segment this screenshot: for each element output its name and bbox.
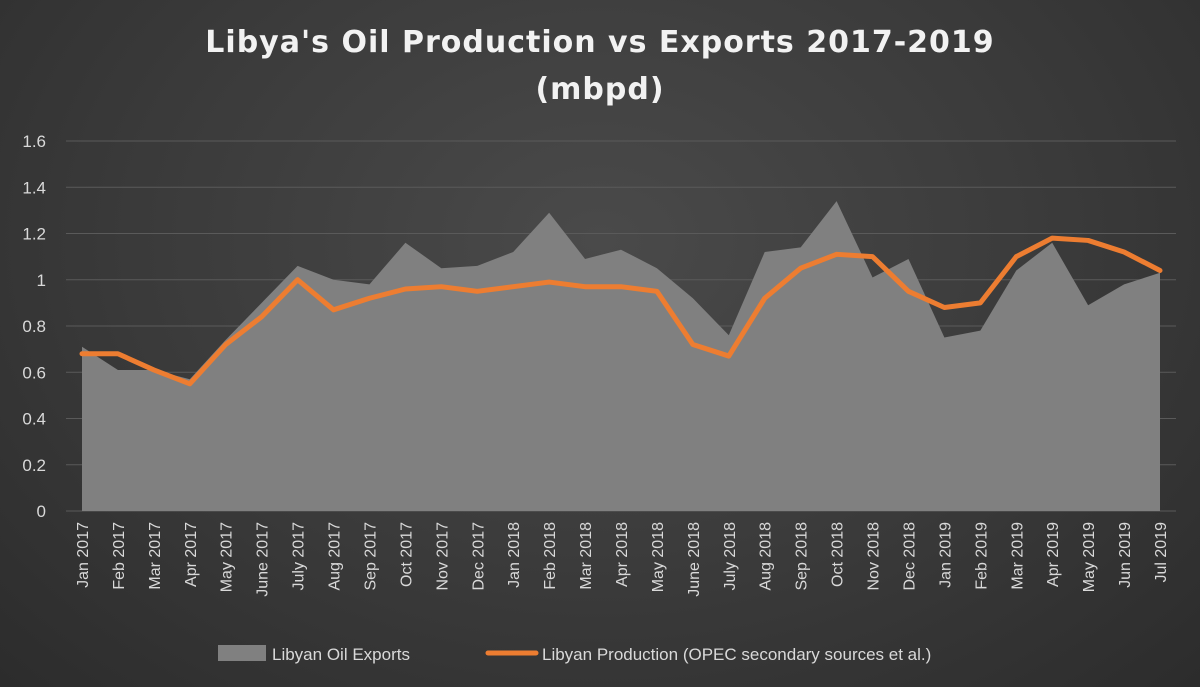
exports-area xyxy=(82,201,1160,511)
x-tick-label: Nov 2018 xyxy=(866,522,883,591)
legend-label-production: Libyan Production (OPEC secondary source… xyxy=(542,645,931,664)
legend: Libyan Oil Exports Libyan Production (OP… xyxy=(218,645,931,664)
chart-title: Libya's Oil Production vs Exports 2017-2… xyxy=(205,25,994,60)
x-tick-label: Feb 2018 xyxy=(542,522,559,590)
x-tick-label: Nov 2017 xyxy=(434,522,451,591)
x-tick-label: Dec 2017 xyxy=(470,522,487,591)
y-tick-label: 0 xyxy=(37,502,46,521)
exports-area-series xyxy=(82,201,1160,511)
y-tick-label: 0.4 xyxy=(22,410,46,429)
x-tick-label: May 2018 xyxy=(650,522,667,592)
x-tick-label: Oct 2017 xyxy=(398,522,415,587)
x-tick-label: July 2017 xyxy=(291,522,308,591)
x-tick-label: Apr 2019 xyxy=(1045,522,1062,587)
x-tick-label: Jun 2019 xyxy=(1117,522,1134,588)
x-tick-label: Apr 2017 xyxy=(183,522,200,587)
x-tick-label: Mar 2017 xyxy=(147,522,164,590)
x-tick-label: Jan 2017 xyxy=(75,522,92,588)
x-tick-label: Apr 2018 xyxy=(614,522,631,587)
y-tick-label: 1.4 xyxy=(22,178,46,197)
y-tick-label: 1.6 xyxy=(22,132,46,151)
chart-subtitle: (mbpd) xyxy=(535,72,664,107)
y-tick-label: 1 xyxy=(37,271,46,290)
y-tick-label: 0.6 xyxy=(22,363,46,382)
legend-swatch-exports xyxy=(218,645,266,661)
y-axis-ticks: 0 0.2 0.4 0.6 0.8 1 1.2 1.4 1.6 xyxy=(22,132,46,521)
x-tick-label: June 2017 xyxy=(255,522,272,597)
y-tick-label: 0.2 xyxy=(22,456,46,475)
x-tick-label: July 2018 xyxy=(722,522,739,591)
x-tick-label: Aug 2017 xyxy=(327,522,344,591)
x-tick-label: June 2018 xyxy=(686,522,703,597)
x-tick-label: Oct 2018 xyxy=(830,522,847,587)
legend-label-exports: Libyan Oil Exports xyxy=(272,645,410,664)
y-tick-label: 0.8 xyxy=(22,317,46,336)
x-tick-label: Jan 2019 xyxy=(937,522,954,588)
x-axis-ticks: Jan 2017 Feb 2017 Mar 2017 Apr 2017 May 2017… xyxy=(75,522,1170,597)
x-tick-label: Aug 2018 xyxy=(758,522,775,591)
production-line xyxy=(79,235,1163,387)
x-tick-label: Feb 2019 xyxy=(973,522,990,590)
x-tick-label: Jul 2019 xyxy=(1153,522,1170,583)
x-tick-label: Dec 2018 xyxy=(901,522,918,591)
x-tick-label: Sep 2017 xyxy=(362,522,379,591)
x-tick-label: May 2019 xyxy=(1081,522,1098,592)
x-tick-label: Mar 2019 xyxy=(1009,522,1026,590)
x-tick-label: Feb 2017 xyxy=(111,522,128,590)
x-tick-label: May 2017 xyxy=(219,522,236,592)
x-tick-label: Sep 2018 xyxy=(794,522,811,591)
x-tick-label: Mar 2018 xyxy=(578,522,595,590)
x-tick-label: Jan 2018 xyxy=(506,522,523,588)
y-tick-label: 1.2 xyxy=(22,225,46,244)
production-line-series xyxy=(79,235,1163,387)
